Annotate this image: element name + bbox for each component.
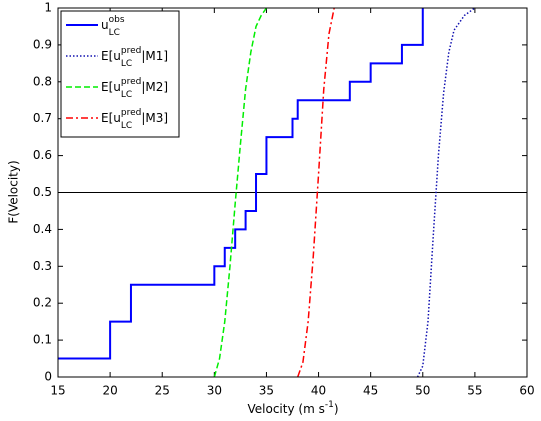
legend-label-base: E[u [101, 111, 121, 125]
x-axis-label-close: ) [334, 402, 339, 416]
y-tick-label: 0.4 [33, 222, 52, 236]
x-tick-label: 25 [155, 384, 170, 398]
y-tick-label: 0.9 [33, 37, 52, 51]
y-tick-label: 0.5 [33, 185, 52, 199]
data-line [297, 7, 335, 378]
x-tick-label: 40 [311, 384, 326, 398]
legend-label: E[uLC pred|M3] [101, 108, 168, 131]
legend-label-superscript: pred [121, 108, 141, 118]
y-tick-label: 0.3 [33, 259, 52, 273]
y-tick-label: 1 [44, 1, 52, 15]
data-line [58, 8, 424, 360]
legend-label-superscript: pred [121, 46, 141, 56]
legend-label: uLC obs [101, 15, 125, 38]
legend-label-base: u [101, 18, 109, 32]
x-axis-label: Velocity (m s-1) [248, 400, 339, 416]
legend-label: E[uLC pred|M2] [101, 77, 168, 100]
x-tick-label: 20 [102, 384, 117, 398]
legend-label-subscript: LC [121, 59, 132, 69]
y-tick-label: 0.1 [33, 333, 52, 347]
x-tick-label: 35 [259, 384, 274, 398]
y-tick-label: 0 [44, 370, 52, 384]
data-line [213, 7, 268, 378]
legend-label-base: E[u [101, 80, 121, 94]
legend-label-superscript: obs [109, 15, 125, 25]
x-tick-label: 50 [415, 384, 430, 398]
legend-label: E[uLC pred|M1] [101, 46, 168, 69]
legend-label-superscript: pred [121, 77, 141, 87]
legend-label-subscript: LC [121, 121, 132, 131]
y-axis-label: F(Velocity) [7, 160, 21, 223]
plot-frame [57, 7, 528, 378]
x-tick-label: 15 [50, 384, 65, 398]
y-tick-label: 0.7 [33, 111, 52, 125]
legend-label-tail: |M2] [141, 80, 168, 94]
y-tick-label: 0.8 [33, 74, 52, 88]
legend-label-tail: |M1] [141, 49, 168, 63]
legend-box [60, 10, 180, 138]
legend-label-tail: |M3] [141, 111, 168, 125]
y-tick-label: 0.2 [33, 296, 52, 310]
x-tick-label: 55 [467, 384, 482, 398]
legend-label-base: E[u [101, 49, 121, 63]
x-axis-label-text: Velocity (m s [248, 402, 325, 416]
x-tick-label: 60 [519, 384, 534, 398]
legend-label-subscript: LC [109, 28, 120, 38]
legend-label-subscript: LC [121, 90, 132, 100]
x-axis-label-exponent: -1 [325, 400, 334, 410]
x-tick-label: 30 [207, 384, 222, 398]
x-tick-label: 45 [363, 384, 378, 398]
y-tick-label: 0.6 [33, 148, 52, 162]
